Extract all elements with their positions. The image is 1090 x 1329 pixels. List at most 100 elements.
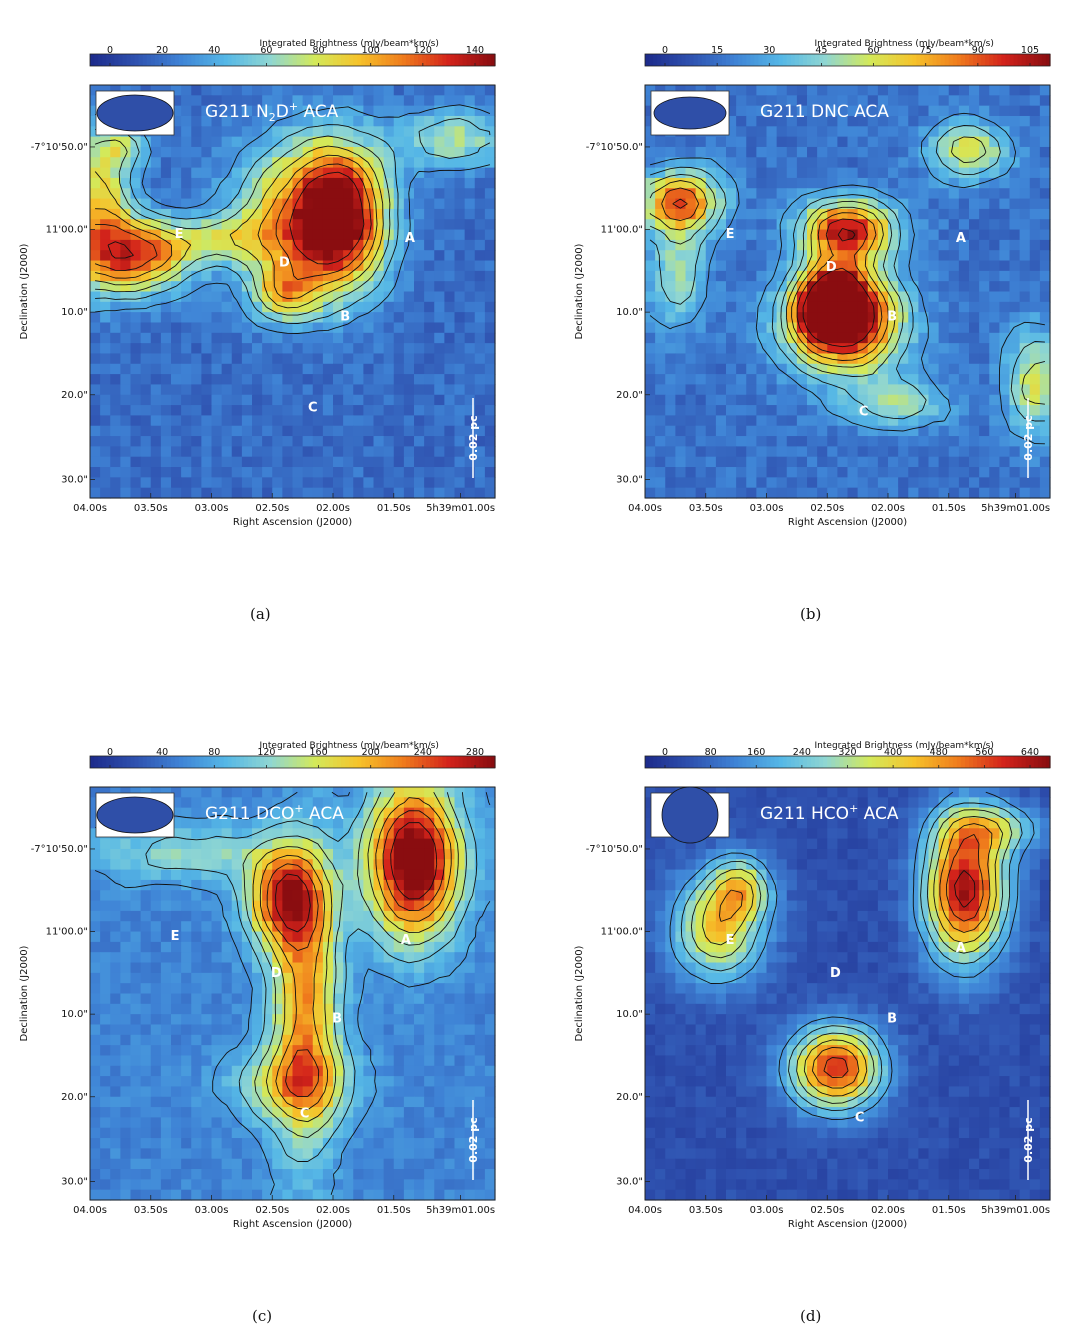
heatmap-cell bbox=[211, 85, 223, 96]
heatmap-cell bbox=[241, 394, 253, 406]
heatmap-cell bbox=[160, 921, 172, 933]
heatmap-cell bbox=[282, 95, 294, 107]
heatmap-cell bbox=[867, 301, 879, 313]
heatmap-cell bbox=[322, 1034, 334, 1046]
heatmap-cell bbox=[171, 1014, 182, 1026]
colorbar-segment bbox=[948, 54, 954, 66]
heatmap-cell bbox=[383, 363, 395, 375]
heatmap-cell bbox=[130, 890, 142, 902]
heatmap-cell bbox=[756, 126, 768, 138]
heatmap-cell bbox=[695, 136, 707, 148]
heatmap-cell bbox=[130, 322, 142, 334]
heatmap-cell bbox=[282, 1086, 294, 1098]
heatmap-cell bbox=[171, 487, 182, 499]
heatmap-cell bbox=[282, 1065, 294, 1077]
heatmap-cell bbox=[100, 1034, 111, 1046]
heatmap-cell bbox=[685, 384, 697, 396]
heatmap-cell bbox=[1009, 85, 1021, 96]
heatmap-cell bbox=[827, 188, 838, 200]
colorbar-tick-label: 120 bbox=[414, 45, 432, 56]
heatmap-cell bbox=[353, 900, 364, 912]
heatmap-cell bbox=[837, 157, 849, 169]
heatmap-cell bbox=[403, 1014, 415, 1026]
heatmap-cell bbox=[837, 219, 849, 231]
heatmap-cell bbox=[444, 312, 456, 324]
heatmap-cell bbox=[695, 291, 707, 303]
heatmap-cell bbox=[948, 157, 960, 169]
heatmap-cell bbox=[958, 270, 970, 282]
heatmap-cell bbox=[403, 972, 415, 984]
heatmap-cell bbox=[837, 177, 849, 189]
heatmap-cell bbox=[201, 167, 213, 179]
heatmap-cell bbox=[958, 126, 970, 138]
heatmap-cell bbox=[1029, 146, 1041, 158]
heatmap-cell bbox=[403, 167, 415, 179]
heatmap-cell bbox=[645, 436, 656, 447]
heatmap-cell bbox=[484, 405, 496, 416]
heatmap-cell bbox=[292, 952, 304, 964]
heatmap-cell bbox=[110, 787, 121, 798]
heatmap-cell bbox=[969, 487, 980, 499]
heatmap-cell bbox=[847, 394, 859, 406]
heatmap-cell bbox=[938, 353, 950, 365]
heatmap-cell bbox=[847, 270, 859, 282]
heatmap-cell bbox=[736, 239, 747, 251]
colorbar-segment bbox=[1041, 54, 1047, 66]
heatmap-cell bbox=[454, 415, 466, 427]
heatmap-cell bbox=[150, 260, 162, 272]
heatmap-cell bbox=[484, 415, 496, 427]
heatmap-cell bbox=[414, 250, 425, 262]
heatmap-cell bbox=[90, 85, 101, 96]
heatmap-cell bbox=[857, 188, 869, 200]
heatmap-cell bbox=[898, 487, 909, 499]
heatmap-cell bbox=[776, 188, 788, 200]
heatmap-cell bbox=[645, 456, 656, 468]
heatmap-cell bbox=[898, 95, 909, 107]
heatmap-cell bbox=[665, 167, 676, 179]
heatmap-cell bbox=[1009, 343, 1021, 355]
colorbar-segment bbox=[701, 54, 707, 66]
heatmap-cell bbox=[999, 188, 1011, 200]
heatmap-cell bbox=[221, 838, 233, 850]
heatmap-cell bbox=[171, 363, 182, 375]
heatmap-cell bbox=[302, 1076, 314, 1088]
heatmap-cell bbox=[786, 281, 798, 293]
heatmap-cell bbox=[675, 415, 687, 427]
heatmap-cell bbox=[948, 239, 960, 251]
heatmap-cell bbox=[403, 136, 415, 148]
heatmap-cell bbox=[736, 384, 747, 396]
heatmap-cell bbox=[191, 1096, 202, 1108]
heatmap-cell bbox=[817, 167, 828, 179]
heatmap-cell bbox=[796, 270, 808, 282]
heatmap-cell bbox=[1019, 115, 1031, 127]
heatmap-cell bbox=[837, 394, 849, 406]
heatmap-cell bbox=[484, 983, 496, 995]
heatmap-cell bbox=[877, 456, 889, 468]
heatmap-cell bbox=[363, 900, 375, 912]
heatmap-cell bbox=[1039, 270, 1051, 282]
heatmap-cell bbox=[454, 910, 466, 922]
heatmap-cell bbox=[343, 456, 354, 468]
heatmap-cell bbox=[110, 415, 121, 427]
heatmap-cell bbox=[150, 838, 162, 850]
heatmap-cell bbox=[776, 95, 788, 107]
heatmap-cell bbox=[272, 807, 283, 819]
heatmap-cell bbox=[464, 807, 476, 819]
heatmap-cell bbox=[655, 188, 666, 200]
heatmap-cell bbox=[484, 394, 496, 406]
heatmap-cell bbox=[867, 177, 879, 189]
heatmap-cell bbox=[312, 353, 324, 365]
heatmap-cell bbox=[414, 1107, 425, 1118]
heatmap-cell bbox=[715, 343, 727, 355]
heatmap-cell bbox=[827, 146, 838, 158]
heatmap-cell bbox=[424, 1086, 435, 1098]
heatmap-cell bbox=[807, 115, 818, 127]
heatmap-cell bbox=[434, 807, 445, 819]
heatmap-cell bbox=[918, 332, 930, 344]
heatmap-cell bbox=[120, 1055, 132, 1067]
heatmap-cell bbox=[807, 384, 818, 396]
heatmap-cell bbox=[201, 869, 213, 881]
heatmap-cell bbox=[90, 972, 101, 984]
colorbar-tick-label: 80 bbox=[313, 45, 325, 56]
heatmap-cell bbox=[414, 1045, 425, 1057]
